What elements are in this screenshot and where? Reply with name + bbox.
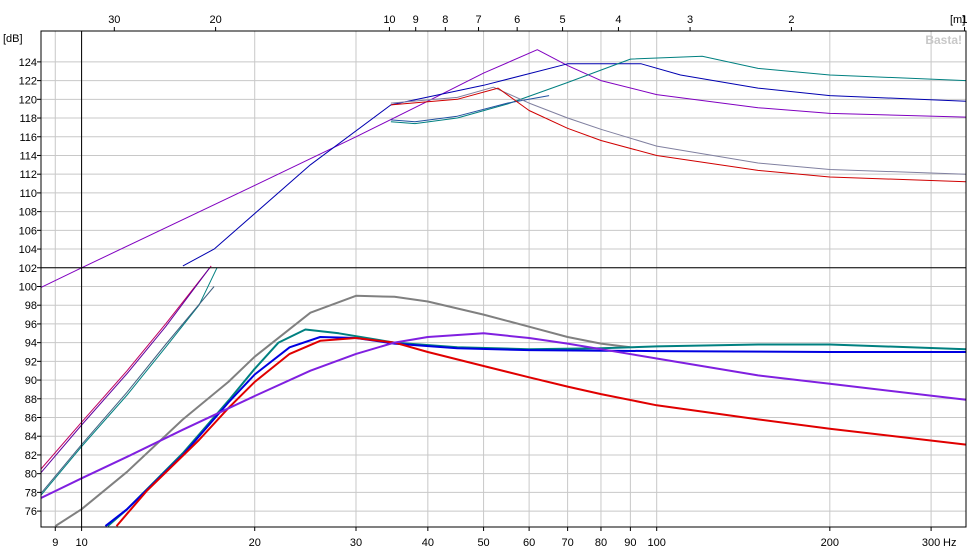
plot-frame [40,30,967,528]
x-tick-label: 60 [523,537,535,549]
top-tick-label: 3 [687,14,693,26]
y-tick-label: 104 [19,244,37,256]
y-tick-label: 76 [25,506,37,518]
series-line [40,267,218,496]
series-line [40,49,967,288]
y-tick-label: 114 [19,150,37,162]
y-tick-label: 122 [19,76,37,88]
top-tick-label: 7 [475,14,481,26]
top-tick-label: 6 [514,14,520,26]
series-line [390,86,967,175]
y-tick-label: 112 [19,169,37,181]
x-tick-label: 300 [922,537,940,549]
x-tick-label: 40 [422,537,434,549]
reference-lines [41,31,966,527]
top-tick-label: 1 [961,14,967,26]
x-tick-label: 90 [624,537,636,549]
y-tick-label: 82 [25,450,37,462]
series-line [390,87,967,183]
top-tick-label: 9 [413,14,419,26]
x-tick-label: 9 [52,537,58,549]
y-tick-label: 84 [25,431,37,443]
x-tick-label: 80 [595,537,607,549]
y-tick-label: 108 [19,207,37,219]
x-tick-label: 50 [477,537,489,549]
top-tick-label: 2 [788,14,794,26]
y-axis: 76 78 80 82 84 86 88 90 92 94 96 98 100 102 104 106 108 1… [19,57,41,518]
x-tick-label: 70 [561,537,573,549]
top-tick-label: 20 [209,14,221,26]
y-tick-label: 94 [25,338,37,350]
x-axis: 9 10 20 30 40 50 60 70 80 90 100 200 300 [52,527,940,549]
top-axis: 30 20 10 9 8 7 6 5 4 3 2 1 [108,14,967,31]
top-tick-label: 10 [383,14,395,26]
x-tick-label: 20 [249,537,261,549]
top-tick-label: 8 [442,14,448,26]
x-axis-unit-label: Hz [943,537,956,549]
y-tick-label: 118 [19,113,37,125]
y-tick-label: 98 [25,300,37,312]
y-tick-label: 96 [25,319,37,331]
top-tick-label: 30 [108,14,120,26]
series-line [115,337,967,527]
y-tick-label: 100 [19,281,37,293]
y-tick-label: 86 [25,413,37,425]
y-tick-label: 124 [19,57,37,69]
series-line [54,294,631,527]
y-tick-label: 106 [19,225,37,237]
y-tick-label: 120 [19,94,37,106]
series-line [107,328,967,527]
series-group [40,49,967,527]
y-tick-label: 80 [25,469,37,481]
series-line [40,332,967,499]
series-line [104,336,966,527]
y-tick-label: 102 [19,263,37,275]
series-line [182,63,967,267]
watermark: Basta! [925,33,962,47]
series-line [390,55,967,125]
y-tick-label: 116 [19,132,37,144]
series-line [40,286,215,494]
x-tick-label: 100 [648,537,666,549]
top-axis-unit-label: [m] [950,14,965,26]
series-line [40,267,211,474]
x-tick-label: 10 [75,537,87,549]
x-tick-label: 30 [350,537,362,549]
y-axis-unit-label: [dB] [3,33,23,45]
series-line [40,265,212,470]
x-tick-label: 200 [821,537,839,549]
y-tick-label: 78 [25,487,37,499]
y-tick-label: 90 [25,375,37,387]
gridlines [41,31,966,527]
y-tick-label: 92 [25,356,37,368]
top-tick-label: 5 [560,14,566,26]
y-tick-label: 110 [19,188,37,200]
series-line [390,95,550,123]
top-tick-label: 4 [615,14,621,26]
y-tick-label: 88 [25,394,37,406]
